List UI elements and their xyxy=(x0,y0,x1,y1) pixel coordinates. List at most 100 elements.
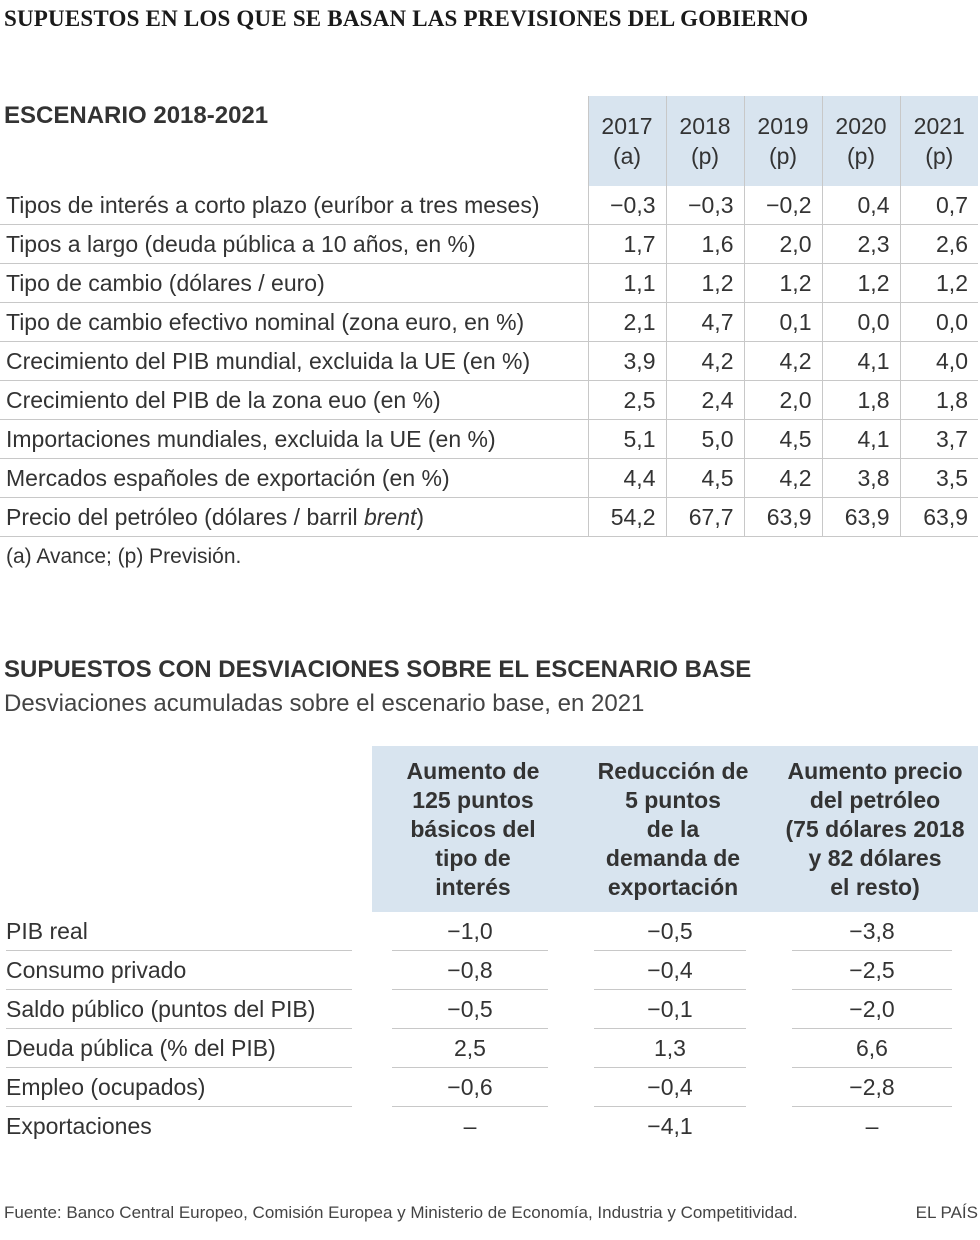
row-label: Deuda pública (% del PIB) xyxy=(6,1029,352,1068)
scenario-table: 2017 (a) 2018 (p) 2019 (p) 2020 (p) 2021 (p) … xyxy=(0,96,978,537)
deviations-subtitle: Desviaciones acumuladas sobre el escenar… xyxy=(4,690,645,717)
cell-value: 1,2 xyxy=(821,263,900,303)
table-row: Importaciones mundiales, excluida la UE … xyxy=(0,419,978,459)
value-cell: −4,1 xyxy=(574,1107,772,1145)
table-row: Mercados españoles de exportación (en %)… xyxy=(0,458,978,498)
cell-value: 2,0 xyxy=(743,224,822,264)
cell-value: 0,1 xyxy=(743,302,822,342)
year-label: 2021 xyxy=(913,113,965,139)
row-label: Importaciones mundiales, excluida la UE … xyxy=(0,419,588,459)
value-cell: −0,1 xyxy=(574,990,772,1029)
row-label: Mercados españoles de exportación (en %) xyxy=(0,458,588,498)
row-label-cell: Deuda pública (% del PIB) xyxy=(0,1029,372,1068)
row-label-cell: Exportaciones xyxy=(0,1107,372,1145)
year-header: 2018 (p) xyxy=(665,96,744,186)
cell-value: 67,7 xyxy=(665,497,744,537)
value-cell: 2,5 xyxy=(372,1029,574,1068)
table-row: Tipo de cambio (dólares / euro) 1,1 1,2 … xyxy=(0,263,978,303)
cell-value: 2,6 xyxy=(899,224,978,264)
value-cell: 6,6 xyxy=(772,1029,978,1068)
cell-value: 1,2 xyxy=(665,263,744,303)
header-line: y 82 dólares xyxy=(808,844,942,871)
table-row: Tipos a largo (deuda pública a 10 años, … xyxy=(0,224,978,264)
table-row: Tipo de cambio efectivo nominal (zona eu… xyxy=(0,302,978,342)
table-row: Saldo público (puntos del PIB) −0,5 −0,1… xyxy=(0,990,978,1029)
cell-value: 63,9 xyxy=(743,497,822,537)
row-label: Tipo de cambio (dólares / euro) xyxy=(0,263,588,303)
cell-value: −2,5 xyxy=(792,951,952,990)
cell-value: 0,4 xyxy=(821,186,900,225)
cell-value: 4,2 xyxy=(665,341,744,381)
row-label: Empleo (ocupados) xyxy=(6,1068,352,1107)
cell-value: 3,9 xyxy=(587,341,666,381)
header-line: exportación xyxy=(607,873,739,900)
cell-value: 0,0 xyxy=(899,302,978,342)
column-header: Reducción de 5 puntos de la demanda de e… xyxy=(574,746,772,912)
table-row: Crecimiento del PIB de la zona euo (en %… xyxy=(0,380,978,420)
year-note: (a) xyxy=(612,143,642,169)
cell-value: −1,0 xyxy=(392,912,548,951)
page-title: SUPUESTOS EN LOS QUE SE BASAN LAS PREVIS… xyxy=(4,6,809,31)
cell-value: 4,1 xyxy=(821,419,900,459)
row-label: Precio del petróleo (dólares / barril br… xyxy=(0,497,588,537)
cell-value: 4,1 xyxy=(821,341,900,381)
cell-value: −0,3 xyxy=(665,186,744,225)
value-cell: −0,5 xyxy=(372,990,574,1029)
cell-value: 4,5 xyxy=(743,419,822,459)
scenario-header-blank xyxy=(0,96,588,186)
row-label-cell: PIB real xyxy=(0,912,372,951)
scenario-title: ESCENARIO 2018-2021 xyxy=(4,102,269,129)
cell-value: 2,5 xyxy=(392,1029,548,1068)
scenario-header-row: 2017 (a) 2018 (p) 2019 (p) 2020 (p) 2021 (p) xyxy=(0,96,978,186)
row-label: Tipo de cambio efectivo nominal (zona eu… xyxy=(0,302,588,342)
row-label: Tipos de interés a corto plazo (euríbor … xyxy=(0,186,588,225)
cell-value: 1,8 xyxy=(821,380,900,420)
header-line: básicos del xyxy=(410,815,536,842)
header-line: interés xyxy=(435,873,511,900)
value-cell: −3,8 xyxy=(772,912,978,951)
year-label: 2020 xyxy=(835,113,887,139)
header-line: de la xyxy=(646,815,700,842)
cell-value: −4,1 xyxy=(647,1113,693,1139)
deviations-header-row: Aumento de 125 puntos básicos del tipo d… xyxy=(0,746,978,912)
row-label: PIB real xyxy=(6,912,352,951)
cell-value: 6,6 xyxy=(792,1029,952,1068)
cell-value: 1,2 xyxy=(899,263,978,303)
value-cell: −0,8 xyxy=(372,951,574,990)
cell-value: 4,2 xyxy=(743,341,822,381)
source-note: Fuente: Banco Central Europeo, Comisión … xyxy=(4,1203,798,1222)
deviations-table: Aumento de 125 puntos básicos del tipo d… xyxy=(0,746,978,1145)
cell-value: −2,8 xyxy=(792,1068,952,1107)
row-label: Crecimiento del PIB mundial, excluida la… xyxy=(0,341,588,381)
header-line: 5 puntos xyxy=(625,786,721,813)
deviations-title: SUPUESTOS CON DESVIACIONES SOBRE EL ESCE… xyxy=(4,656,752,683)
value-cell: −2,0 xyxy=(772,990,978,1029)
value-cell: – xyxy=(772,1107,978,1145)
cell-value: 2,0 xyxy=(743,380,822,420)
cell-value: 4,0 xyxy=(899,341,978,381)
cell-value: 3,5 xyxy=(899,458,978,498)
cell-value: −2,0 xyxy=(792,990,952,1029)
year-note: (p) xyxy=(690,143,720,169)
value-cell: −0,4 xyxy=(574,1068,772,1107)
header-line: Aumento de xyxy=(406,757,540,784)
row-label: Saldo público (puntos del PIB) xyxy=(6,990,352,1029)
cell-value: −0,5 xyxy=(594,912,746,951)
table-row: Exportaciones – −4,1 – xyxy=(0,1107,978,1145)
row-label-end: ) xyxy=(416,503,425,530)
year-note: (p) xyxy=(925,143,954,169)
row-label: Exportaciones xyxy=(6,1113,152,1139)
cell-value: 1,3 xyxy=(594,1029,746,1068)
year-label: 2019 xyxy=(757,113,809,139)
table-row: Empleo (ocupados) −0,6 −0,4 −2,8 xyxy=(0,1068,978,1107)
header-line: tipo de xyxy=(435,844,511,871)
table-row: Tipos de interés a corto plazo (euríbor … xyxy=(0,186,978,225)
cell-value: 1,6 xyxy=(665,224,744,264)
table-row: Precio del petróleo (dólares / barril br… xyxy=(0,497,978,537)
cell-value: 3,8 xyxy=(821,458,900,498)
cell-value: −0,4 xyxy=(594,951,746,990)
cell-value: – xyxy=(865,1113,879,1139)
header-line: del petróleo xyxy=(809,786,941,813)
cell-value: −3,8 xyxy=(792,912,952,951)
cell-value: −0,2 xyxy=(743,186,822,225)
